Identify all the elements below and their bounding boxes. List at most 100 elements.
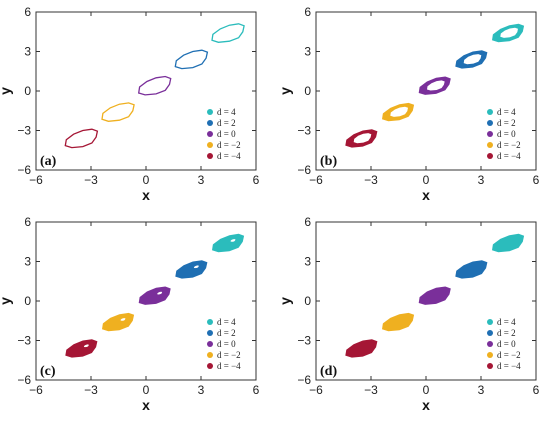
series-loop [101,102,135,122]
chart-panel-4: −6 −3 0 3 6 −6 −3 0 3 6 x y d = 4d = 2d = 0d = −2d =… [277,215,540,413]
legend-entry: d = −4 [497,151,521,161]
series-loop [492,23,525,43]
legend-entry: d = −2 [217,350,241,360]
x-tick-label: −3 [364,173,378,187]
series-loop [345,129,378,148]
legend-entry: d = 0 [497,339,516,349]
y-tick-label: 6 [304,215,311,229]
x-tick-label: 6 [253,383,260,397]
y-axis-title: y [0,87,13,95]
legend-marker [207,120,213,126]
series-loop [345,339,378,358]
legend-entry: d = 4 [497,107,516,117]
legend-marker [487,153,493,159]
legend-marker [487,352,493,358]
legend-entry: d = −2 [217,140,241,150]
panel-label: (a) [40,154,57,169]
x-tick-label: −6 [29,173,43,187]
legend-entry: d = −4 [217,151,241,161]
legend-entry: d = 0 [217,339,236,349]
x-axis-title: x [422,397,430,413]
legend-marker [487,131,493,137]
legend-marker [207,330,213,336]
y-tick-label: 0 [304,84,311,98]
series-loop [382,102,415,122]
y-tick-label: −3 [297,124,311,138]
series-loop [455,260,488,279]
panel-label: (c) [40,364,56,379]
x-tick-label: −6 [309,383,323,397]
x-axis-title: x [142,187,150,203]
legend-entry: d = 2 [217,328,236,338]
panel-label: (b) [320,154,337,169]
legend-marker [207,131,213,137]
legend-marker [207,363,213,369]
legend-entry: d = 0 [497,129,516,139]
series-loop [65,339,98,358]
series-loop [418,76,451,95]
y-tick-label: 3 [304,45,311,59]
legend-marker [487,142,493,148]
y-tick-label: 6 [24,215,31,229]
legend-marker [207,319,213,325]
x-tick-label: 6 [533,383,540,397]
series-loop [137,75,172,96]
legend-entry: d = 2 [497,328,516,338]
series-loop [64,128,99,149]
legend-marker [487,109,493,115]
legend-marker [207,352,213,358]
panel-label: (d) [320,364,337,379]
y-tick-label: −6 [297,163,311,177]
y-tick-label: −3 [297,334,311,348]
x-tick-label: −3 [84,173,98,187]
x-tick-label: 3 [198,173,205,187]
series-loop [382,312,415,332]
y-tick-label: 6 [24,5,31,19]
x-axis-title: x [142,397,150,413]
legend-marker [487,363,493,369]
x-axis-title: x [422,187,430,203]
y-axis-title: y [0,297,13,305]
legend-marker [487,319,493,325]
legend-marker [487,330,493,336]
x-tick-label: 3 [478,173,485,187]
y-tick-label: 3 [24,255,31,269]
legend-entry: d = 2 [497,118,516,128]
x-tick-label: 0 [143,383,150,397]
y-axis-title: y [277,87,293,95]
legend-entry: d = −2 [497,140,521,150]
legend-entry: d = −4 [217,361,241,371]
legend-marker [487,120,493,126]
y-tick-label: −3 [17,334,31,348]
y-tick-label: −6 [17,163,31,177]
series-loop [455,50,488,69]
x-tick-label: 0 [423,173,430,187]
series-loop [492,233,525,253]
series-loop [212,233,245,253]
legend-marker [487,341,493,347]
y-tick-label: 0 [24,294,31,308]
series-loop [175,260,208,279]
legend-entry: d = −4 [497,361,521,371]
x-tick-label: 3 [198,383,205,397]
series-loop [174,49,209,70]
legend-marker [207,142,213,148]
y-axis-title: y [277,297,293,305]
y-tick-label: 3 [304,255,311,269]
series-loop [138,286,171,305]
y-tick-label: 0 [24,84,31,98]
chart-panel-2: −6 −3 0 3 6 −6 −3 0 3 6 x y d = 4d = 2d = 0d = −2d =… [277,5,540,203]
x-tick-label: −3 [364,383,378,397]
legend-marker [207,153,213,159]
axes-frame [35,11,257,171]
series-loop [102,312,135,332]
legend-entry: d = −2 [497,350,521,360]
x-tick-label: −3 [84,383,98,397]
x-tick-label: 6 [533,173,540,187]
chart-panel-3: −6 −3 0 3 6 −6 −3 0 3 6 x y d = 4d = 2d = 0d = −2d =… [0,215,260,413]
x-tick-label: −6 [309,173,323,187]
legend-entry: d = 0 [217,129,236,139]
series-loop [211,23,245,43]
x-tick-label: −6 [29,383,43,397]
